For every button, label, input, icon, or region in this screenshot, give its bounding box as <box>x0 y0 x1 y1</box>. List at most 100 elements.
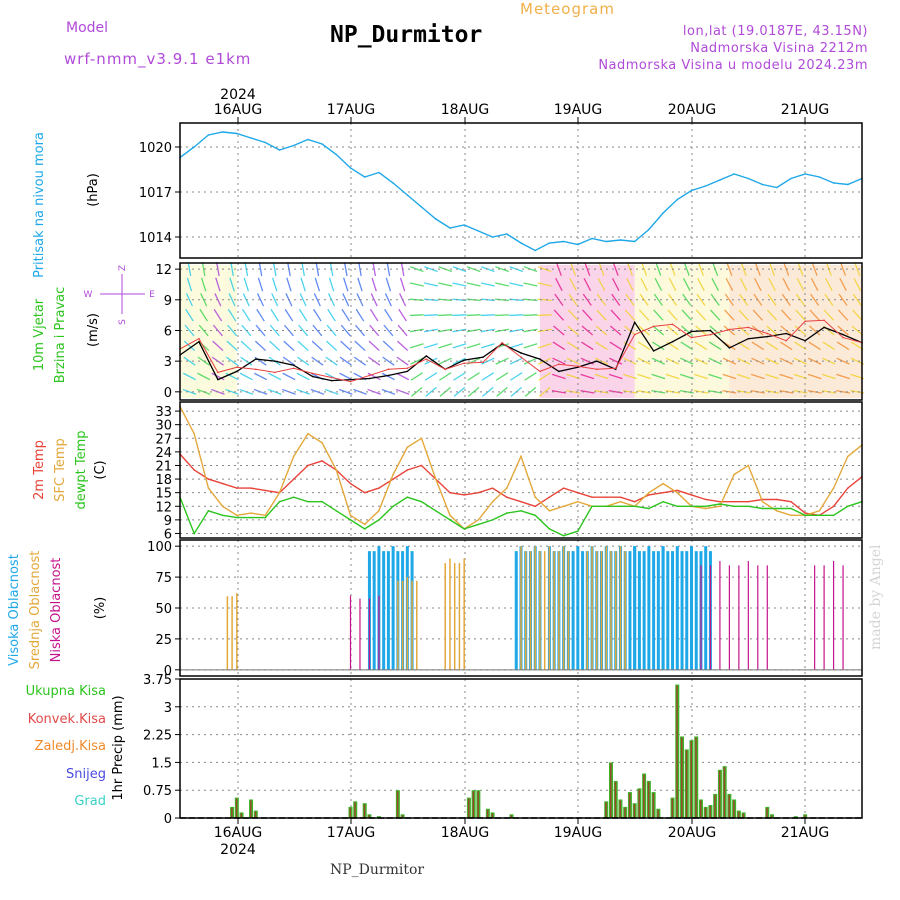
wind-barb <box>466 282 481 287</box>
cloud-mid-bar <box>401 580 404 670</box>
wind-barb <box>509 282 524 287</box>
wind-barb <box>640 277 648 291</box>
precip-conv-bar-40 <box>718 770 721 818</box>
precip-conv-bar-34 <box>690 741 692 818</box>
precip-conv-bar-17 <box>510 815 513 818</box>
wind-barb <box>651 389 666 394</box>
cloud-high-bar <box>382 551 386 670</box>
wind-barb <box>637 389 652 394</box>
cloud-mid-bar <box>458 562 461 670</box>
wind-barb <box>510 372 523 381</box>
wind-barb <box>300 277 306 292</box>
cloud-low-bar <box>814 565 816 670</box>
wind-barb <box>652 341 665 351</box>
wind-barb <box>569 277 577 291</box>
pressure-series-point-18 <box>434 218 437 220</box>
temperature-series-0-point-16 <box>406 469 409 471</box>
wind-barb <box>807 373 822 380</box>
temperature-series-0-point-10 <box>321 460 323 462</box>
wind-barb <box>609 357 623 365</box>
wind-barb <box>268 372 282 381</box>
wind-barb <box>480 314 495 317</box>
wind-barb <box>697 262 704 276</box>
cloud-mid-bar <box>624 551 626 670</box>
wind-barb <box>452 328 467 333</box>
temperature-series-2-point-42 <box>775 507 778 510</box>
wind-barb <box>555 277 563 291</box>
temperature-series-0-point-40 <box>747 500 750 503</box>
pressure-ytick-label-0: 1014 <box>139 231 172 246</box>
temperature-series-2-point-27 <box>562 534 565 537</box>
temperature-ytick-label-4: 18 <box>155 473 172 488</box>
pressure-series-point-43 <box>790 177 792 180</box>
wind-barb <box>537 343 552 349</box>
wind-barb <box>722 389 737 394</box>
wind-barb <box>736 357 751 365</box>
cloud-high-bar <box>571 551 575 670</box>
precip-conv-bar-14 <box>477 791 479 818</box>
wind-barb <box>340 340 352 352</box>
wind-barb <box>338 388 353 395</box>
temperature-series-0-point-22 <box>491 487 494 489</box>
cloud-low-bar <box>747 561 749 670</box>
wind-barb <box>271 293 279 307</box>
wind-barb <box>679 389 694 394</box>
wind-gust-series-point-19 <box>539 370 541 373</box>
precip-conv-bar-10 <box>396 791 399 818</box>
wind-barb <box>693 389 708 394</box>
wind-barb <box>372 262 377 277</box>
wind-barb <box>694 373 708 380</box>
wind-speed-series-point-13 <box>425 355 428 357</box>
temperature-series-2-point-19 <box>449 519 451 521</box>
wind-barb <box>358 262 362 277</box>
wind-barb <box>651 357 665 365</box>
precip-conv-bar-29 <box>657 809 659 818</box>
pressure-series-point-16 <box>406 194 409 196</box>
cloud-low-bar <box>349 595 352 670</box>
temperature-series-2-point-25 <box>534 514 537 517</box>
wind-barb <box>752 309 764 321</box>
page-subtitle: Meteogram <box>520 0 615 18</box>
compass-north: Z <box>118 265 128 271</box>
wind-barb <box>723 325 736 336</box>
temperature-series-1-point-37 <box>704 507 707 510</box>
pressure-series-point-41 <box>761 183 764 186</box>
temperature-series-2-point-23 <box>505 512 508 514</box>
temperature-series-2-point-2 <box>207 510 210 512</box>
clouds-ytick-label-1: 25 <box>155 633 172 648</box>
wind-barb <box>796 277 805 291</box>
wind-barb <box>369 308 379 322</box>
wind-barb <box>240 340 252 352</box>
wind-speed-series-point-26 <box>671 340 674 343</box>
wind-barb <box>187 262 192 277</box>
temperature-series-0-point-36 <box>690 494 693 496</box>
wind-barb <box>794 325 807 336</box>
compass-east: E <box>149 290 155 300</box>
model-name: wrf-nmm_v3.9.1 e1km <box>64 50 252 68</box>
precip-conv-bar-37 <box>704 807 707 818</box>
wind-barb <box>609 341 622 351</box>
wind-barb <box>425 386 437 397</box>
cloud-mid-bar <box>449 558 451 670</box>
wind-speed-series-point-16 <box>482 356 484 358</box>
temperature-series-0-point-38 <box>719 500 721 503</box>
clouds-frame <box>179 539 863 677</box>
temperature-series-2-point-20 <box>463 528 465 530</box>
wind-barb <box>809 309 820 321</box>
wind-barb <box>750 373 765 380</box>
temperature-series-2-point-15 <box>392 505 394 508</box>
wind-barb <box>697 277 705 291</box>
wind-speed-series-point-7 <box>311 375 314 378</box>
temperature-series-0-point-28 <box>577 491 579 494</box>
temperature-series-1-point-15 <box>392 473 394 476</box>
wind-gust-series-point-12 <box>406 367 409 370</box>
cloud-low-bar <box>719 561 721 670</box>
wind-gust-series-point-17 <box>501 341 503 344</box>
wind-barb <box>738 309 749 321</box>
wind-barb <box>821 373 836 380</box>
wind-barb <box>299 293 307 307</box>
wind-barb <box>381 388 396 395</box>
wind-barb <box>254 372 268 381</box>
cloud-mid-bar <box>586 551 589 670</box>
wind-barb <box>386 262 391 277</box>
